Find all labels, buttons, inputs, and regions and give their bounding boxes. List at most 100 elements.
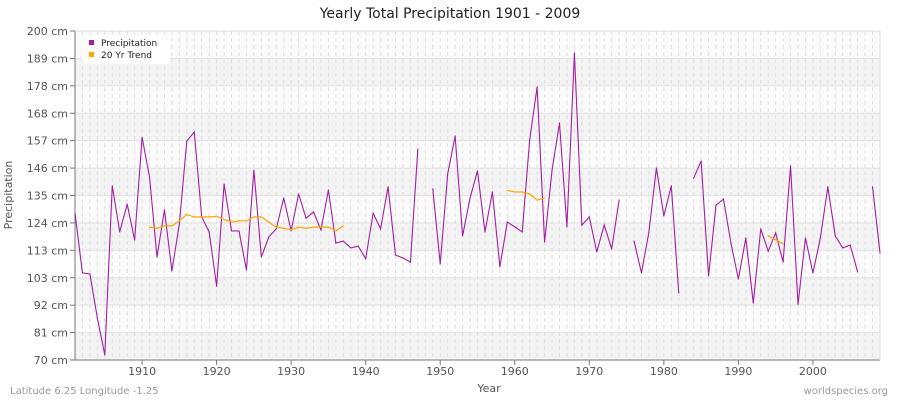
legend-label-precipitation: Precipitation (101, 39, 157, 49)
precipitation-point (745, 237, 747, 239)
precipitation-point (283, 197, 285, 199)
trend-point (260, 216, 262, 218)
precipitation-point (432, 188, 434, 190)
precipitation-point (543, 241, 546, 243)
precipitation-point (208, 231, 210, 233)
precipitation-point (380, 228, 382, 230)
trend-point (543, 197, 546, 199)
precipitation-point (760, 228, 762, 230)
precipitation-point (670, 185, 672, 187)
trend-point (178, 220, 180, 222)
trend-point (201, 216, 203, 218)
x-tick-label: 1960 (501, 365, 529, 378)
precipitation-point (476, 170, 479, 172)
trend-point (193, 216, 195, 218)
y-tick-label: 135 cm (27, 190, 68, 203)
trend-point (156, 227, 158, 229)
precipitation-point (461, 235, 464, 237)
precipitation-point (640, 272, 643, 274)
precipitation-point (268, 236, 270, 238)
precipitation-point (700, 160, 702, 162)
x-tick-label: 1920 (203, 365, 231, 378)
trend-point (208, 216, 210, 218)
trend-point (305, 227, 307, 229)
trend-point (148, 226, 151, 228)
y-tick-label: 81 cm (34, 327, 68, 340)
precipitation-point (260, 256, 262, 258)
precipitation-point (141, 136, 143, 138)
precipitation-point (514, 226, 516, 228)
x-tick-label: 1950 (426, 365, 454, 378)
precipitation-point (134, 239, 136, 241)
precipitation-point (767, 250, 769, 252)
precipitation-point (148, 176, 151, 178)
trend-point (238, 220, 240, 222)
trend-point (163, 225, 166, 227)
trend-point (230, 221, 233, 223)
precipitation-point (491, 191, 494, 193)
precipitation-point (104, 354, 106, 356)
precipitation-point (186, 140, 188, 142)
precipitation-point (245, 269, 248, 271)
y-tick-label: 124 cm (27, 217, 68, 230)
precipitation-point (782, 261, 784, 263)
x-tick-label: 1940 (352, 365, 380, 378)
precipitation-point (320, 229, 322, 231)
precipitation-point (223, 183, 225, 185)
precipitation-point (707, 275, 710, 277)
precipitation-point (521, 231, 523, 233)
legend-swatch-precipitation (89, 40, 94, 45)
precipitation-point (499, 266, 501, 268)
precipitation-point (618, 199, 620, 201)
precipitation-point (842, 247, 844, 249)
y-tick-label: 92 cm (34, 299, 68, 312)
precipitation-point (238, 230, 240, 232)
y-tick-label: 146 cm (27, 162, 68, 175)
x-tick-label: 2000 (799, 365, 827, 378)
trend-point (245, 220, 248, 222)
precipitation-point (551, 169, 553, 171)
trend-point (253, 216, 255, 218)
y-tick-label: 70 cm (34, 354, 68, 367)
trend-point (506, 189, 508, 192)
precipitation-point (633, 240, 635, 242)
precipitation-point (871, 186, 874, 188)
y-tick-label: 178 cm (27, 80, 68, 93)
trend-point (775, 239, 777, 241)
precipitation-point (603, 224, 605, 226)
precipitation-point (312, 211, 315, 213)
y-axis-label: Precipitation (2, 161, 15, 230)
precipitation-point (752, 302, 754, 304)
precipitation-point (596, 251, 598, 253)
precipitation-point (804, 237, 807, 239)
precipitation-point (857, 271, 859, 273)
precipitation-point (573, 52, 575, 54)
precipitation-point (394, 254, 397, 256)
y-tick-label: 103 cm (27, 272, 68, 285)
legend-label-trend: 20 Yr Trend (101, 51, 152, 61)
precipitation-point (298, 193, 300, 195)
precipitation-point (797, 303, 799, 305)
trend-point (312, 226, 315, 228)
precipitation-point (126, 203, 128, 205)
y-tick-label: 168 cm (27, 107, 68, 120)
precipitation-point (119, 231, 121, 233)
precipitation-point (879, 252, 881, 254)
precipitation-point (417, 148, 419, 150)
trend-point (171, 225, 173, 227)
precipitation-point (588, 216, 590, 218)
precipitation-point (447, 173, 449, 175)
precipitation-point (357, 245, 359, 247)
trend-point (335, 230, 337, 232)
precipitation-point (834, 235, 836, 237)
y-tick-label: 189 cm (27, 52, 68, 65)
trend-point (521, 191, 523, 193)
precipitation-line-segment (871, 186, 881, 254)
precipitation-point (730, 242, 732, 244)
chart-title: Yearly Total Precipitation 1901 - 2009 (319, 6, 581, 22)
precipitation-point (193, 131, 195, 133)
precipitation-point (350, 247, 352, 249)
x-tick-label: 1970 (575, 365, 603, 378)
